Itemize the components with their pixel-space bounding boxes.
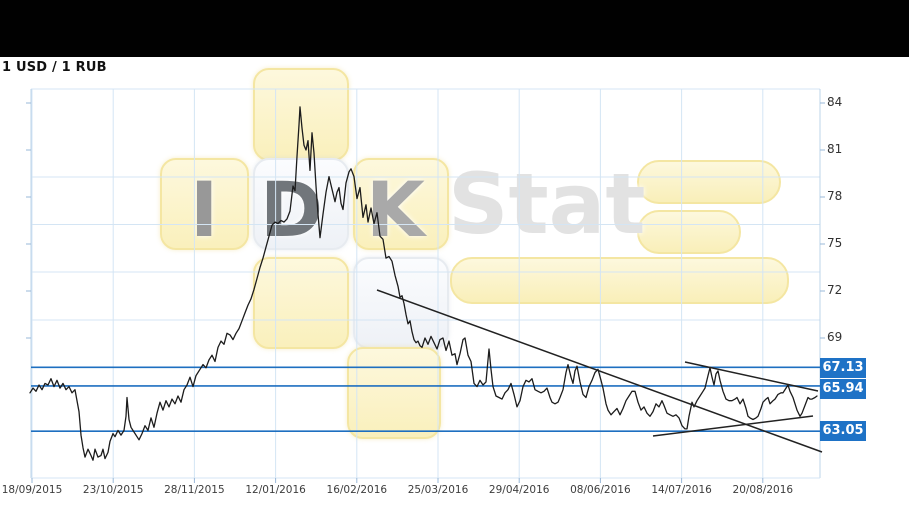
watermark-tile <box>347 347 441 439</box>
watermark-tile <box>160 158 249 250</box>
top-bar <box>0 0 909 57</box>
watermark-letter: K <box>366 165 425 254</box>
plot-area[interactable] <box>31 89 820 478</box>
watermark-tile <box>253 158 349 250</box>
trendline-ascending-support <box>652 415 814 437</box>
watermark-bar <box>637 210 741 254</box>
watermark-bar <box>637 160 781 204</box>
watermark-bar <box>450 257 789 304</box>
chart-title: 1 USD / 1 RUB <box>2 60 107 75</box>
price-line <box>29 106 818 461</box>
watermark-tile <box>353 158 449 250</box>
watermark-letter: D <box>260 165 324 254</box>
watermark-tile <box>253 68 349 161</box>
trendline-long-descending-resistance <box>376 289 823 453</box>
trendline-short-descending-resistance <box>684 361 819 392</box>
watermark-letter: Stat <box>448 155 646 253</box>
